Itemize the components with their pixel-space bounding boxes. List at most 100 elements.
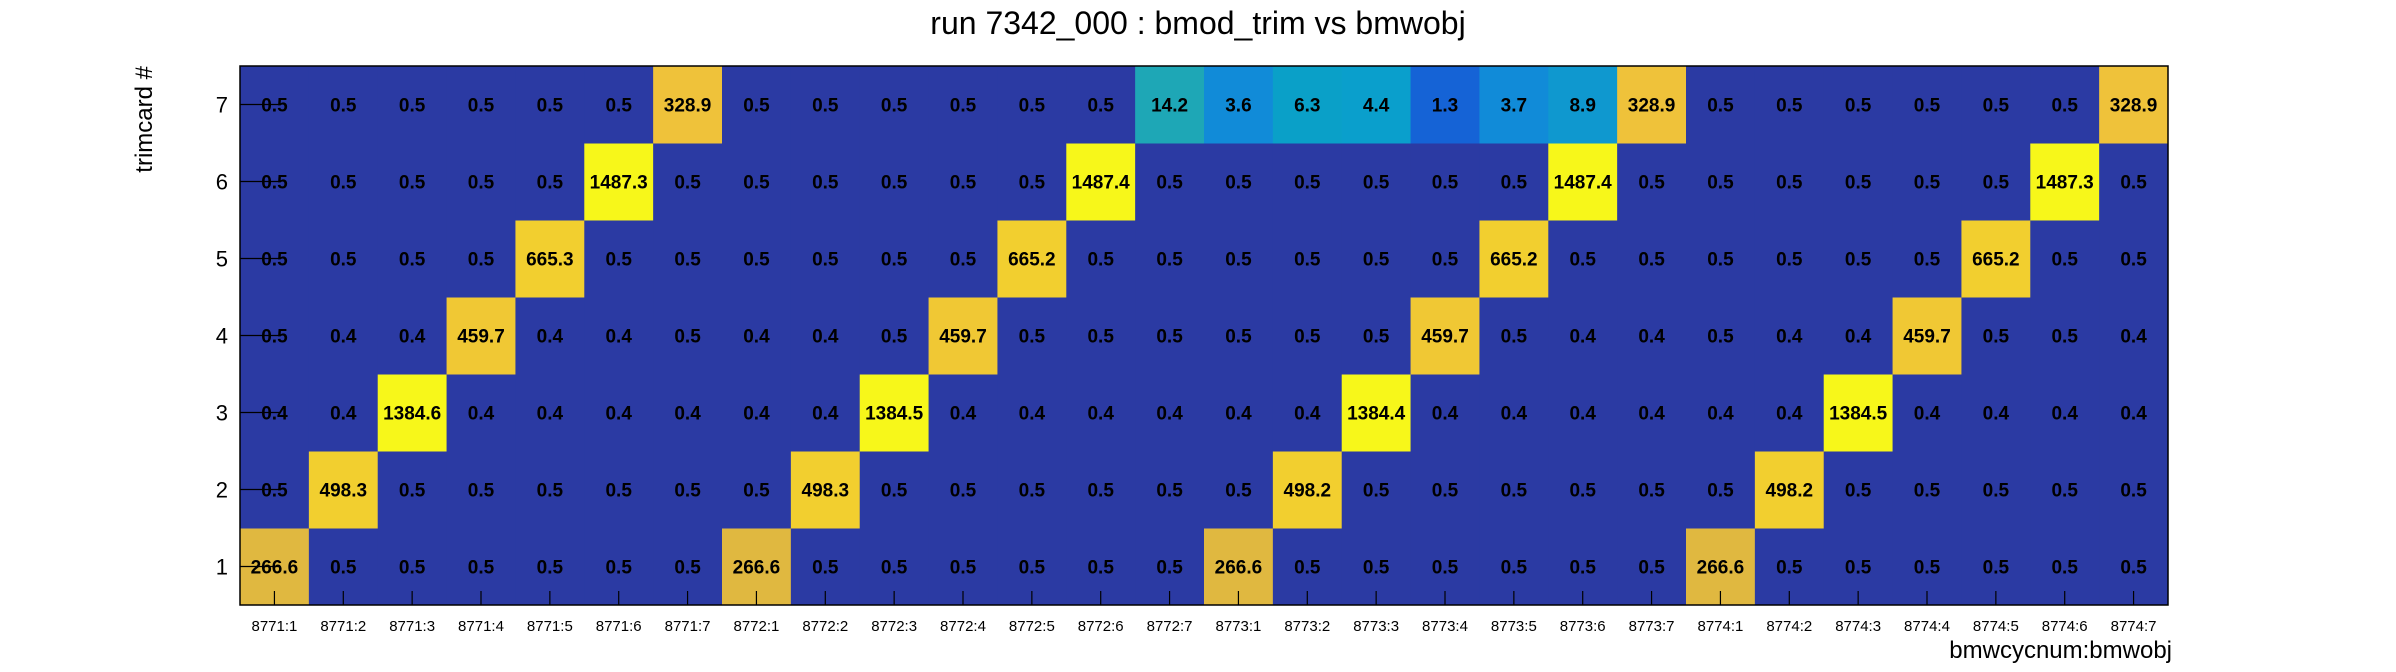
cell-value-label: 0.4 [1707,404,1734,425]
x-tick-label: 8771:4 [458,618,504,635]
cell-value-label: 0.5 [881,481,908,502]
heatmap-cell [722,143,792,221]
cell-value-label: 0.4 [537,404,564,425]
cell-value-label: 0.5 [261,250,288,271]
cell-value-label: 0.4 [2051,404,2078,425]
cell-value-label: 0.5 [812,96,839,117]
heatmap-cell [1686,451,1756,529]
heatmap-cell [1135,297,1205,375]
heatmap-cell [997,297,1067,375]
heatmap-cell [1823,374,1894,452]
cell-value-label: 0.5 [743,250,770,271]
heatmap-cell [2099,66,2169,144]
cell-value-label: 0.5 [1087,250,1114,271]
cell-value-label: 0.4 [1432,404,1459,425]
x-tick-label: 8771:2 [320,618,366,635]
cell-value-label: 8.9 [1569,96,1595,117]
heatmap-cell [1823,143,1894,221]
cell-value-label: 0.5 [1432,250,1459,271]
x-tick-label: 8774:7 [2111,618,2157,635]
cell-value-label: 266.6 [251,558,299,579]
cell-value-label: 0.5 [1776,96,1803,117]
cell-value-label: 0.5 [1156,558,1183,579]
cell-value-label: 266.6 [1215,558,1263,579]
cell-value-label: 0.5 [950,96,977,117]
heatmap-cell [2099,374,2169,452]
heatmap-cell [1961,451,2031,529]
cell-value-label: 0.5 [812,250,839,271]
cell-value-label: 0.5 [1638,481,1665,502]
heatmap-cell [722,66,792,144]
heatmap-cell [928,297,998,375]
heatmap-cell [1410,66,1480,144]
heatmap-cell [1823,451,1894,529]
x-tick-label: 8772:3 [871,618,917,635]
cell-value-label: 0.5 [1845,481,1872,502]
cell-value-label: 0.4 [1569,327,1596,348]
x-tick-label: 8771:1 [251,618,297,635]
y-axis-title: trimcard # [131,65,158,172]
cell-value-label: 0.5 [330,250,357,271]
heatmap-cell [1548,220,1618,298]
heatmap-cell [584,451,654,529]
cell-value-label: 0.5 [1707,327,1734,348]
cell-value-label: 0.5 [605,558,632,579]
cell-value-label: 0.4 [1569,404,1596,425]
cell-value-label: 459.7 [939,327,987,348]
cell-value-label: 14.2 [1151,96,1188,117]
heatmap-cell [308,66,379,144]
cell-value-label: 0.5 [605,250,632,271]
heatmap-cell [1754,143,1825,221]
x-tick-label: 8773:4 [1422,618,1468,635]
cell-value-label: 0.5 [1776,250,1803,271]
heatmap-cell [2030,297,2100,375]
heatmap-cell [859,297,930,375]
cell-value-label: 0.5 [674,558,701,579]
cell-value-label: 0.4 [468,404,495,425]
cell-value-label: 0.4 [2120,404,2147,425]
heatmap-cell [1617,297,1687,375]
heatmap-cell [1754,66,1825,144]
heatmap-cells [240,66,2169,606]
heatmap-cell [377,451,448,529]
cell-value-label: 0.5 [2051,327,2078,348]
cell-value-label: 0.5 [537,558,564,579]
heatmap-cell [1272,297,1343,375]
cell-value-label: 0.5 [330,96,357,117]
heatmap-cell [1548,374,1618,452]
heatmap-cell [1204,143,1274,221]
x-tick-label: 8772:5 [1009,618,1055,635]
heatmap-cell [308,374,379,452]
cell-value-label: 0.5 [674,481,701,502]
cell-value-label: 0.5 [1225,327,1252,348]
x-tick-label: 8773:3 [1353,618,1399,635]
x-axis-ticks: 8771:1 8771:2 8771:3 8771:4 8771:5 8771:6 8771… [251,591,2157,635]
cell-value-label: 0.5 [1294,173,1321,194]
cell-value-label: 0.5 [1087,327,1114,348]
heatmap-cell [1135,143,1205,221]
cell-value-label: 0.5 [1294,250,1321,271]
heatmap-cell [790,297,861,375]
cell-value-label: 0.5 [743,96,770,117]
cell-value-label: 0.5 [881,96,908,117]
cell-value-label: 0.5 [674,250,701,271]
heatmap-cell [653,143,723,221]
cell-value-label: 0.5 [1019,173,1046,194]
heatmap-cell [377,66,448,144]
heatmap-cell [1410,297,1480,375]
heatmap-cell [653,374,723,452]
x-tick-label: 8773:5 [1491,618,1537,635]
heatmap-cell [790,451,861,529]
cell-value-label: 0.5 [1776,173,1803,194]
cell-value-label: 498.3 [320,481,368,502]
x-tick-label: 8772:4 [940,618,986,635]
cell-value-label: 0.5 [1914,558,1941,579]
cell-value-label: 0.4 [1845,327,1872,348]
heatmap-cell [1686,374,1756,452]
cell-value-label: 498.3 [802,481,850,502]
cell-value-label: 0.5 [1914,173,1941,194]
cell-value-label: 665.2 [1972,250,2020,271]
heatmap-cell [653,66,723,144]
heatmap-cell [308,143,379,221]
cell-value-label: 0.4 [537,327,564,348]
